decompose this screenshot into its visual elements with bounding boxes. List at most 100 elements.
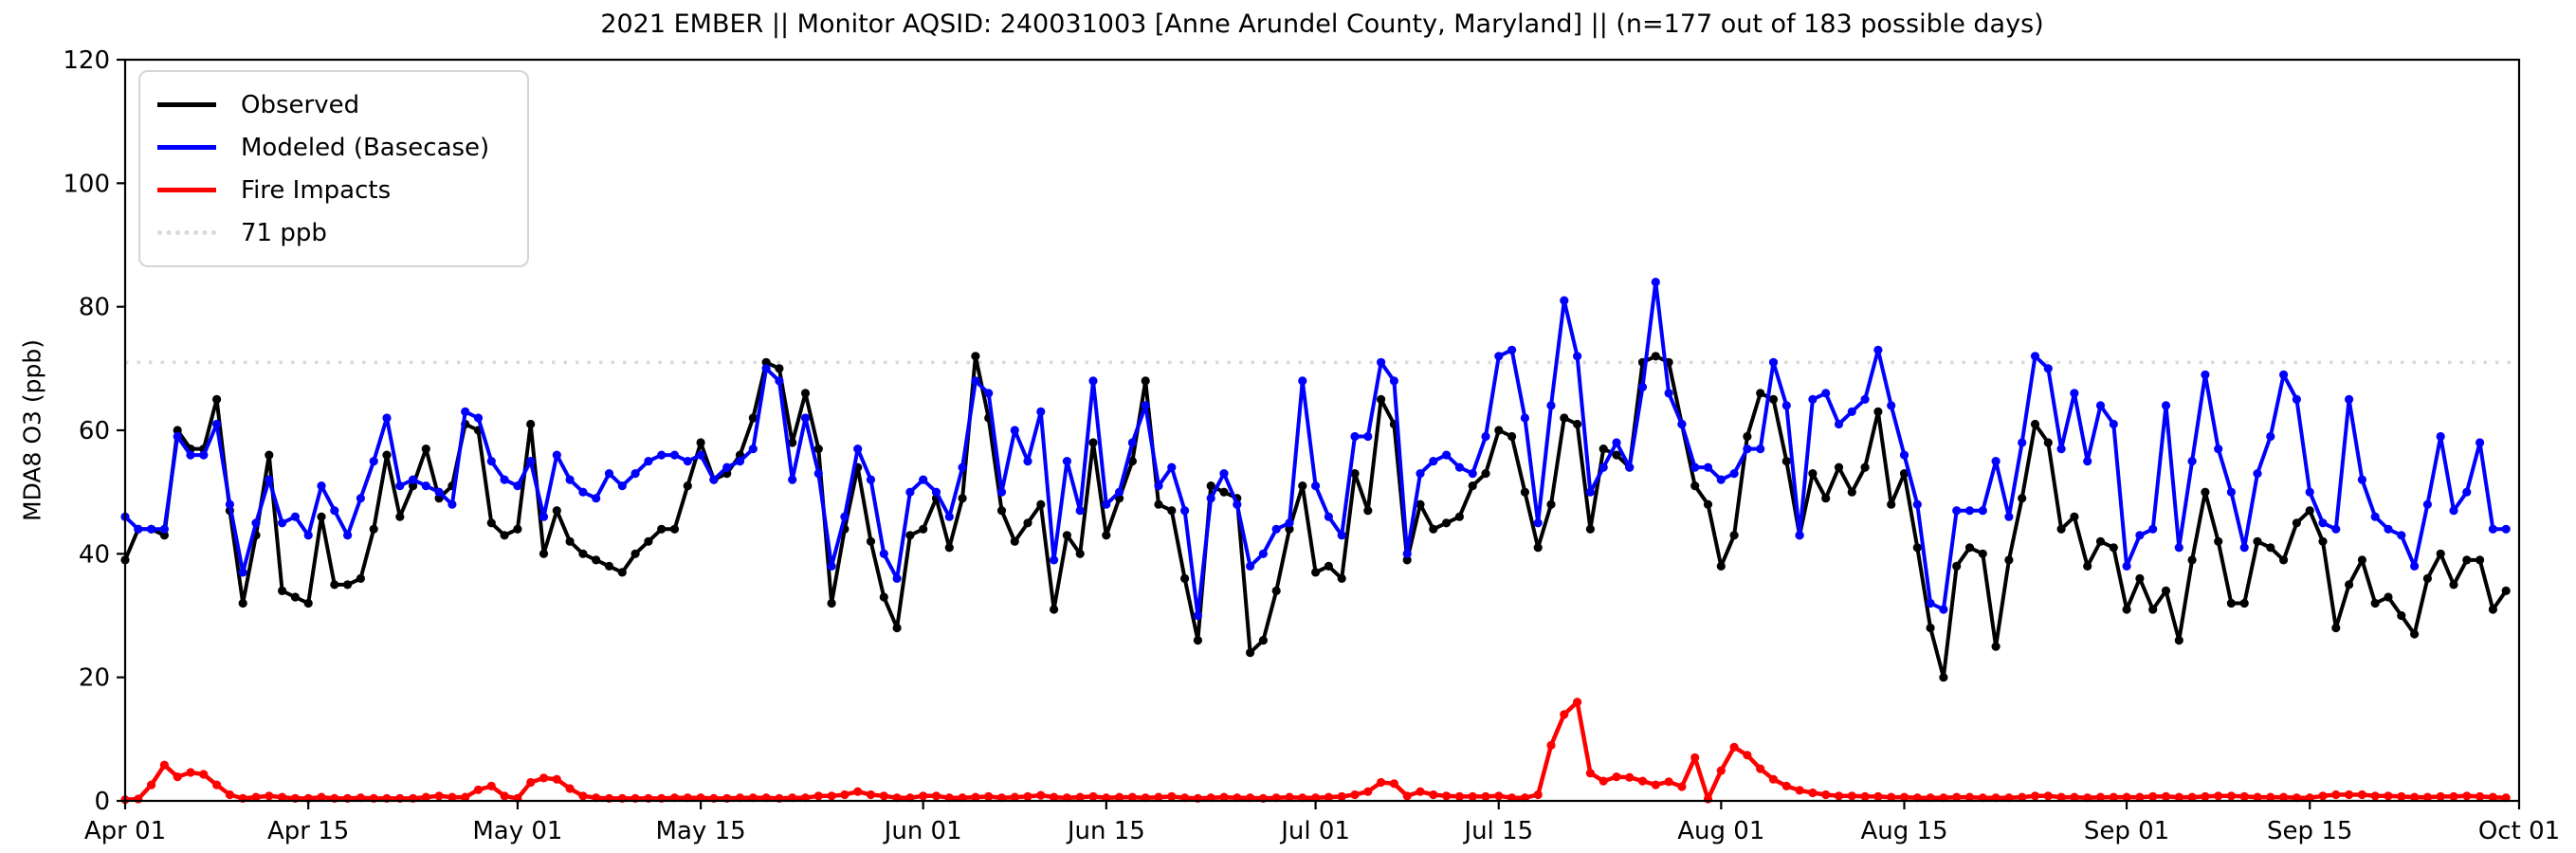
data-point bbox=[2201, 487, 2210, 497]
data-point bbox=[1494, 791, 1504, 801]
data-point bbox=[1023, 791, 1032, 802]
data-point bbox=[905, 487, 915, 497]
data-point bbox=[1454, 512, 1464, 521]
data-point bbox=[2384, 524, 2393, 534]
data-point bbox=[1036, 790, 1046, 800]
data-point bbox=[2187, 792, 2197, 802]
legend-item-threshold: 71 ppb bbox=[157, 211, 510, 254]
data-point bbox=[539, 549, 549, 558]
data-point bbox=[800, 389, 811, 398]
data-point bbox=[2201, 791, 2210, 802]
data-point bbox=[2476, 555, 2485, 565]
data-point bbox=[1102, 531, 1111, 540]
data-point bbox=[1481, 469, 1490, 479]
data-point bbox=[1377, 777, 1386, 788]
data-point bbox=[1337, 791, 1346, 802]
data-point bbox=[1494, 426, 1504, 435]
data-point bbox=[1324, 561, 1333, 572]
data-point bbox=[1991, 457, 2001, 466]
data-point bbox=[513, 524, 522, 534]
data-point bbox=[1873, 791, 1883, 802]
data-point bbox=[147, 780, 156, 789]
data-point bbox=[2239, 791, 2249, 802]
data-point bbox=[1808, 394, 1818, 404]
data-point bbox=[800, 413, 811, 423]
data-point bbox=[683, 457, 692, 466]
data-point bbox=[278, 518, 287, 528]
data-point bbox=[1454, 463, 1464, 472]
data-point bbox=[173, 431, 182, 442]
data-point bbox=[539, 512, 549, 521]
data-point bbox=[1219, 469, 1229, 479]
data-point bbox=[1599, 776, 1608, 786]
data-point bbox=[565, 536, 575, 546]
data-point bbox=[1115, 792, 1124, 802]
data-point bbox=[2501, 586, 2511, 596]
data-point bbox=[395, 512, 405, 521]
data-point bbox=[1703, 463, 1713, 472]
data-point bbox=[748, 445, 758, 454]
data-point bbox=[2030, 791, 2040, 801]
data-point bbox=[2161, 586, 2171, 596]
data-point bbox=[1285, 524, 1294, 534]
data-point bbox=[996, 487, 1007, 497]
data-point bbox=[2226, 791, 2236, 801]
data-point bbox=[2422, 792, 2432, 802]
data-point bbox=[1154, 499, 1163, 509]
data-point bbox=[421, 792, 430, 802]
data-point bbox=[984, 791, 994, 802]
data-point bbox=[1350, 469, 1360, 479]
data-point bbox=[1703, 499, 1713, 509]
data-point bbox=[2109, 543, 2118, 553]
data-point bbox=[1729, 469, 1739, 479]
data-point bbox=[1115, 487, 1124, 497]
data-point bbox=[159, 760, 169, 770]
data-point bbox=[1939, 605, 1948, 614]
legend-label: Fire Impacts bbox=[241, 175, 392, 205]
x-tick-label: Oct 01 bbox=[2478, 817, 2560, 845]
data-point bbox=[617, 568, 627, 577]
data-point bbox=[1847, 407, 1856, 416]
data-point bbox=[2214, 445, 2223, 454]
data-point bbox=[382, 450, 392, 460]
data-point bbox=[1206, 481, 1215, 491]
data-point bbox=[1952, 561, 1962, 572]
data-point bbox=[1781, 401, 1791, 410]
y-tick-label: 120 bbox=[63, 46, 110, 75]
data-point bbox=[1834, 419, 1844, 429]
data-point bbox=[2070, 792, 2079, 802]
x-tick-label: Aug 15 bbox=[1860, 817, 1947, 845]
data-point bbox=[604, 469, 614, 479]
data-point bbox=[1233, 499, 1242, 509]
data-point bbox=[1219, 487, 1229, 497]
data-point bbox=[1533, 543, 1543, 553]
data-point bbox=[879, 549, 888, 558]
data-point bbox=[2253, 469, 2262, 479]
data-point bbox=[2345, 394, 2354, 404]
data-point bbox=[2397, 610, 2406, 621]
x-tick-label: Jun 01 bbox=[883, 817, 962, 845]
data-point bbox=[1311, 568, 1321, 577]
data-point bbox=[1729, 531, 1739, 540]
data-point bbox=[813, 469, 823, 479]
data-point bbox=[2357, 789, 2366, 800]
data-point bbox=[1690, 463, 1700, 472]
data-point bbox=[696, 450, 705, 460]
data-point bbox=[2476, 791, 2485, 802]
data-point bbox=[813, 791, 823, 801]
data-point bbox=[552, 450, 561, 460]
data-point bbox=[199, 450, 209, 460]
x-tick-label: Jun 15 bbox=[1066, 817, 1145, 845]
data-point bbox=[2345, 580, 2354, 590]
data-point bbox=[1585, 524, 1595, 534]
data-point bbox=[1743, 445, 1752, 454]
data-point bbox=[1271, 524, 1281, 534]
data-point bbox=[1442, 450, 1452, 460]
data-point bbox=[1546, 740, 1556, 751]
data-point bbox=[565, 784, 575, 793]
chart-title: 2021 EMBER || Monitor AQSID: 240031003 [… bbox=[600, 9, 2044, 39]
data-point bbox=[1324, 792, 1333, 802]
data-point bbox=[1926, 598, 1935, 608]
data-point bbox=[2331, 623, 2341, 633]
data-point bbox=[748, 413, 758, 423]
